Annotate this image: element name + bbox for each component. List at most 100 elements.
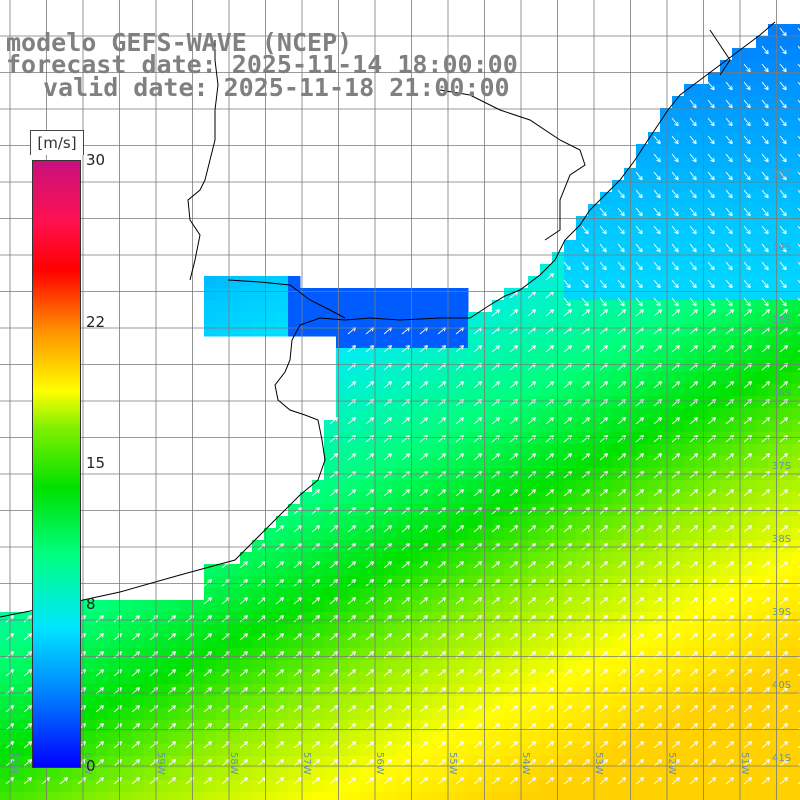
wind-cell: [612, 516, 625, 529]
wind-cell: [288, 672, 301, 685]
wind-cell: [276, 696, 289, 709]
wind-cell: [492, 636, 505, 649]
wind-cell: [444, 480, 457, 493]
wind-cell: [456, 384, 469, 397]
wind-cell: [552, 708, 565, 721]
colorbar-unit: [m/s]: [30, 130, 84, 155]
wind-arrow: [455, 633, 465, 641]
wind-arrow: [635, 741, 645, 749]
wind-cell: [576, 624, 589, 637]
wind-cell: [324, 660, 337, 673]
wind-cell: [612, 588, 625, 601]
wind-cell: [528, 588, 541, 601]
wind-arrow: [581, 453, 591, 461]
wind-cell: [696, 240, 709, 253]
wind-arrow: [473, 561, 483, 569]
wind-cell: [228, 648, 241, 661]
wind-cell: [384, 732, 397, 745]
wind-arrow: [545, 417, 555, 425]
wind-cell: [288, 612, 301, 625]
wind-cell: [144, 660, 157, 673]
wind-cell: [648, 552, 661, 565]
wind-cell: [420, 600, 433, 613]
wind-arrow: [599, 597, 609, 605]
wind-cell: [480, 432, 493, 445]
wind-cell: [396, 552, 409, 565]
wind-arrow: [797, 727, 800, 731]
wind-cell: [600, 708, 613, 721]
wind-arrow: [311, 705, 321, 713]
wind-arrow: [95, 741, 105, 749]
wind-cell: [192, 696, 205, 709]
wind-arrow: [617, 453, 627, 461]
wind-cell: [432, 372, 445, 385]
wind-arrow: [779, 171, 787, 181]
wind-arrow: [419, 471, 429, 479]
wind-cell: [408, 648, 421, 661]
wind-arrow: [545, 381, 555, 389]
wind-cell: [324, 528, 337, 541]
wind-cell: [504, 564, 517, 577]
wind-arrow: [23, 777, 33, 785]
wind-arrow: [545, 669, 555, 677]
wind-arrow: [599, 723, 609, 731]
wind-cell: [696, 612, 709, 625]
wind-cell: [336, 492, 349, 505]
wind-arrow: [635, 381, 645, 389]
wind-cell: [732, 96, 745, 109]
wind-cell: [768, 612, 781, 625]
wind-cell: [672, 768, 685, 781]
wind-arrow: [563, 597, 573, 605]
wind-arrow: [275, 525, 285, 533]
wind-cell: [516, 360, 529, 373]
wind-cell: [780, 96, 793, 109]
wind-cell: [432, 588, 445, 601]
wind-arrow: [761, 279, 769, 289]
wind-arrow: [707, 651, 717, 659]
wind-cell: [12, 612, 25, 625]
wind-cell: [564, 348, 577, 361]
wind-arrow: [797, 511, 800, 515]
wind-cell: [432, 360, 445, 373]
wind-cell: [720, 672, 733, 685]
wind-cell: [684, 384, 697, 397]
wind-cell: [780, 192, 793, 205]
wind-cell: [444, 444, 457, 457]
wind-cell: [516, 636, 529, 649]
wind-cell: [156, 660, 169, 673]
wind-arrow: [545, 489, 555, 497]
wind-cell: [240, 792, 253, 800]
wind-cell: [780, 240, 793, 253]
wind-cell: [732, 360, 745, 373]
wind-arrow: [473, 705, 483, 713]
wind-cell: [12, 792, 25, 800]
wind-arrow: [401, 489, 411, 497]
wind-cell: [396, 348, 409, 361]
wind-cell: [708, 336, 721, 349]
wind-cell: [504, 672, 517, 685]
wind-arrow: [779, 453, 789, 461]
wind-arrow: [167, 759, 177, 767]
wind-cell: [684, 84, 697, 97]
wind-cell: [792, 324, 800, 337]
wind-cell: [564, 276, 577, 289]
wind-cell: [312, 768, 325, 781]
wind-arrow: [203, 777, 213, 785]
wind-cell: [684, 444, 697, 457]
wind-cell: [732, 732, 745, 745]
wind-cell: [516, 624, 529, 637]
wind-cell: [168, 792, 181, 800]
wind-cell: [636, 384, 649, 397]
wind-cell: [744, 132, 757, 145]
wind-cell: [360, 744, 373, 757]
wind-arrow: [761, 615, 771, 623]
wind-cell: [780, 564, 793, 577]
wind-cell: [660, 324, 673, 337]
wind-cell: [504, 540, 517, 553]
wind-cell: [540, 360, 553, 373]
wind-cell: [12, 648, 25, 661]
wind-arrow: [509, 489, 519, 497]
wind-cell: [156, 672, 169, 685]
wind-arrow: [671, 489, 681, 497]
wind-cell: [552, 456, 565, 469]
